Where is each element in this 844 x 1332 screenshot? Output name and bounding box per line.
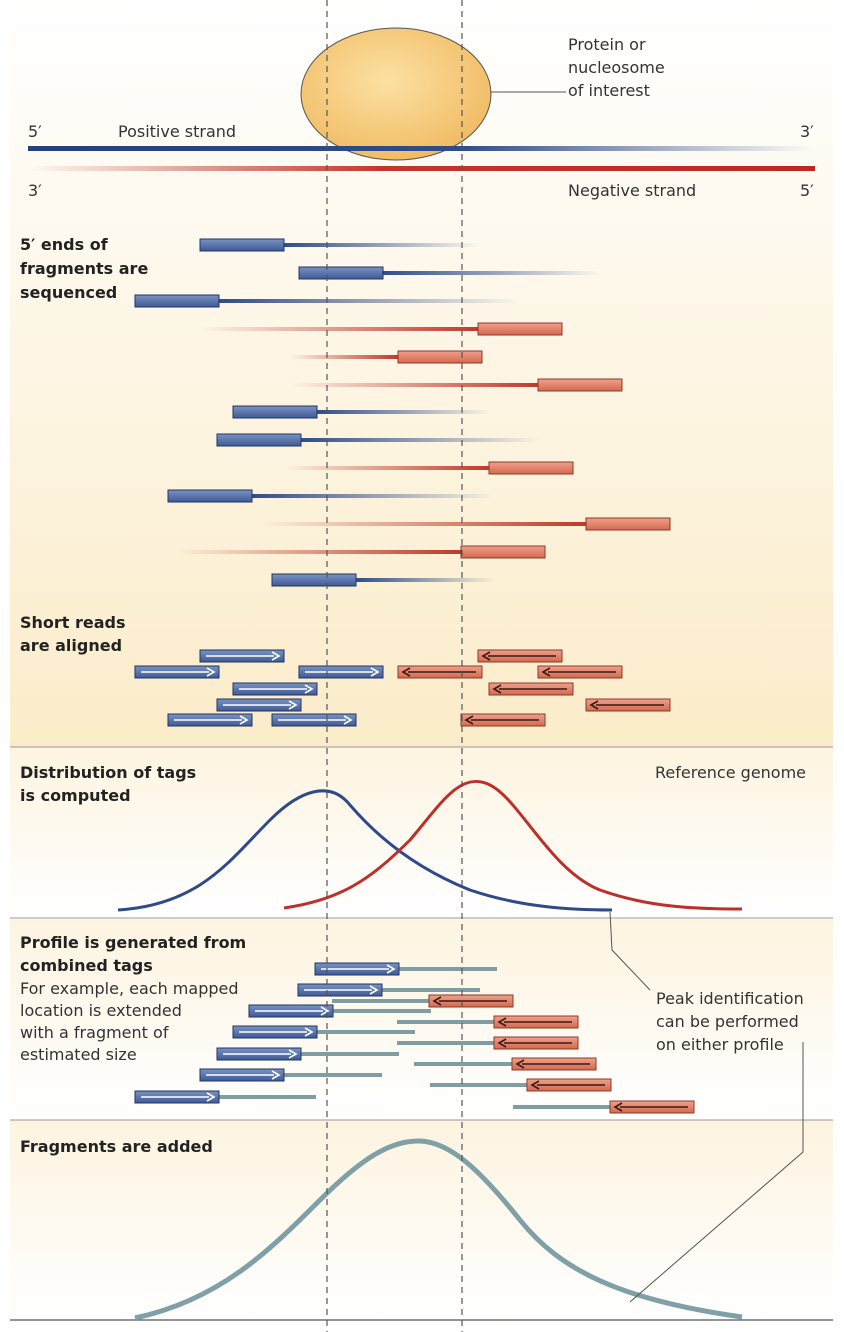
positive-fragment-tail [284,243,480,247]
negative-strand-label: Negative strand [568,181,696,200]
combined-profile-curve [134,1138,743,1321]
negative-strand [28,166,815,171]
arrowhead-right-icon [206,1092,216,1102]
arrowhead-right-icon [206,667,216,677]
peak-pointer-lower [629,1042,804,1303]
sequenced-fragments [134,238,671,587]
section-fragments-added: Fragments are added [20,1137,213,1156]
peak-note: Peak identification can be performed on … [656,989,809,1054]
profile-description: For example, each mapped location is ext… [20,979,244,1064]
positive-fragment-tail [356,578,495,582]
negative-fragment-read [460,545,546,559]
arrowhead-right-icon [386,964,396,974]
arrowhead-left-icon [497,1038,507,1048]
negative-distribution-curve [283,779,743,911]
arrowhead-left-icon [589,700,599,710]
arrowhead-left-icon [464,715,474,725]
arrowhead-right-icon [304,684,314,694]
negative-fragment-read [585,517,671,531]
positive-strand-label: Positive strand [118,122,236,141]
positive-fragment-tail [219,299,520,303]
arrowhead-left-icon [613,1102,623,1112]
negative-fragment-tail [285,466,489,470]
arrowhead-left-icon [432,996,442,1006]
negative-fragment-tail [200,327,478,331]
protein-label: Protein or nucleosome of interest [568,35,670,100]
negative-fragment-read [477,322,563,336]
arrowhead-right-icon [343,715,353,725]
arrowhead-left-icon [401,667,411,677]
arrowhead-left-icon [497,1017,507,1027]
section-reads-aligned: Short reads are aligned [20,613,131,655]
negative-fragment-tail [290,355,398,359]
arrowhead-right-icon [320,1006,330,1016]
section-fragments-sequenced: 5′ ends of fragments are sequenced [20,235,154,302]
positive-distribution-curve [117,789,613,912]
positive-fragment-read [298,266,384,280]
positive-fragment-read [216,433,302,447]
arrowhead-left-icon [541,667,551,677]
profile-panel-bg [10,919,833,1119]
fragments-panel-bg [10,1120,833,1320]
extended-tags [134,962,695,1114]
arrowhead-right-icon [271,1070,281,1080]
negative-fragment-tail [290,383,538,387]
aligned-reads [134,649,671,727]
arrowhead-right-icon [304,1027,314,1037]
arrowhead-left-icon [515,1059,525,1069]
peak-pointer-upper [609,911,651,991]
positive-fragment-read [167,489,253,503]
protein-ellipse [300,27,492,161]
positive-fragment-read [232,405,318,419]
reference-genome-label: Reference genome [655,763,806,782]
arrowhead-right-icon [370,667,380,677]
positive-fragment-read [271,573,357,587]
section-tags-distribution: Distribution of tags is computed [20,763,202,805]
arrowhead-right-icon [239,715,249,725]
distribution-panel-bg [10,747,833,917]
arrowhead-right-icon [369,985,379,995]
arrowhead-right-icon [288,1049,298,1059]
negative-fragment-read [397,350,483,364]
arrowhead-left-icon [481,651,491,661]
positive-fragment-tail [301,438,540,442]
positive-3prime-label: 3′ [800,122,814,141]
negative-fragment-tail [260,522,586,526]
positive-fragment-read [134,294,220,308]
positive-strand [28,146,815,151]
arrowhead-left-icon [492,684,502,694]
positive-fragment-tail [252,494,495,498]
negative-3prime-label: 3′ [28,181,42,200]
negative-fragment-read [488,461,574,475]
arrowhead-right-icon [288,700,298,710]
positive-fragment-tail [317,410,490,414]
positive-5prime-label: 5′ [28,122,42,141]
arrowhead-left-icon [530,1080,540,1090]
negative-fragment-tail [175,550,461,554]
section-profile-title: Profile is generated from combined tags [20,933,252,975]
negative-5prime-label: 5′ [800,181,814,200]
negative-fragment-read [537,378,623,392]
positive-fragment-tail [383,271,600,275]
arrowhead-right-icon [271,651,281,661]
positive-fragment-read [199,238,285,252]
